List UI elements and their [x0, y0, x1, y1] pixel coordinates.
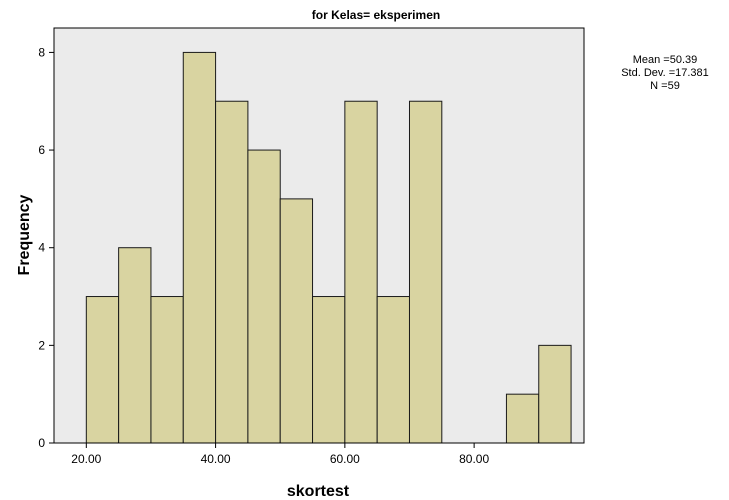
- histogram-bar: [279, 198, 314, 444]
- histogram-bar: [150, 296, 184, 444]
- histogram-bar: [247, 149, 281, 444]
- x-tick-label: 80.00: [459, 452, 489, 466]
- x-ticks-group: 20.00 40.00 60.00 80.00: [71, 443, 489, 466]
- y-tick-label: 6: [38, 143, 45, 157]
- stats-std-dev: Std. Dev. =17.381: [621, 67, 709, 79]
- histogram-bar: [215, 100, 249, 444]
- stats-box: Mean =50.39 Std. Dev. =17.381 N =59: [606, 54, 724, 93]
- y-tick-label: 8: [38, 45, 45, 59]
- histogram-bar: [538, 344, 572, 444]
- x-tick-label: 40.00: [201, 452, 231, 466]
- chart-title: for Kelas= eksperimen: [312, 8, 440, 22]
- stats-mean: Mean =50.39: [632, 54, 698, 66]
- y-tick-label: 0: [38, 436, 45, 450]
- x-tick-label: 60.00: [330, 452, 360, 466]
- histogram-bar: [85, 296, 120, 444]
- histogram-bar: [182, 51, 217, 444]
- y-ticks-group: 0 2 4 6 8: [38, 45, 54, 450]
- y-tick-label: 2: [38, 338, 45, 352]
- histogram-bar: [344, 100, 378, 444]
- x-axis-label: skortest: [287, 483, 350, 500]
- stats-n: N =59: [650, 80, 680, 92]
- histogram-bar: [408, 100, 443, 444]
- histogram-bar: [312, 296, 346, 444]
- y-axis-label: Frequency: [16, 194, 33, 275]
- histogram-bar: [118, 247, 152, 444]
- y-tick-label: 4: [38, 241, 45, 255]
- x-tick-label: 20.00: [71, 452, 101, 466]
- histogram-bar: [505, 393, 540, 444]
- histogram-bar: [376, 296, 410, 444]
- bars-group: [85, 51, 572, 444]
